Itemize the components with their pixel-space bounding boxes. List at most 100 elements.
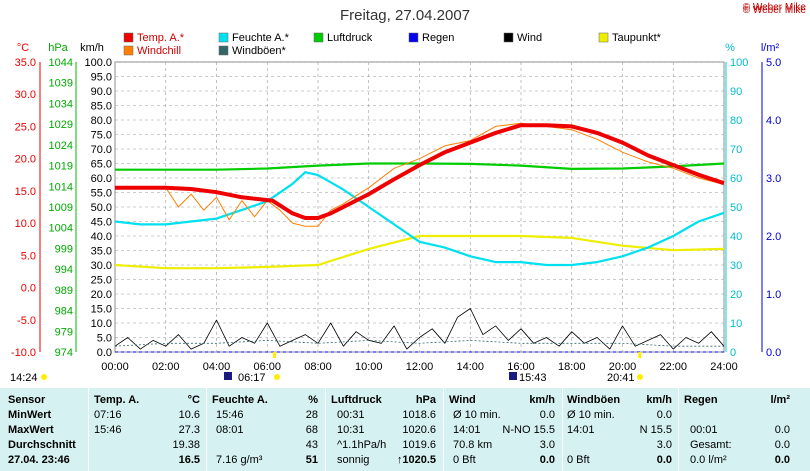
row-label: MinWert [8, 409, 52, 421]
wind-axis-header: km/h [80, 42, 104, 54]
wind-tick: 50.0 [91, 202, 112, 214]
sunrise-time: 06:17 [238, 372, 266, 384]
table-cell: 68 [305, 424, 318, 436]
rain-tick: 3.0 [766, 173, 781, 185]
wind-tick: 5.0 [97, 333, 112, 345]
wind-tick: 55.0 [91, 188, 112, 200]
table-cell: N-NO 15.5 [502, 424, 555, 436]
wind-tick: 60.0 [91, 173, 112, 185]
hum-tick: 50 [730, 202, 742, 214]
legend-label: Taupunkt* [612, 32, 662, 44]
wind-tick: 80.0 [91, 115, 112, 127]
table-cell: 0 Bft [453, 454, 476, 466]
table-header: Temp. A. [94, 394, 140, 406]
series-wind [114, 308, 725, 350]
legend-label: Temp. A.* [137, 32, 185, 44]
table-cell: 15:46 [94, 424, 122, 436]
sun-dot [274, 374, 280, 380]
temp-tick: -5.0 [17, 315, 36, 327]
copyright-text: © Weber Mike [743, 5, 807, 16]
x-tick: 04:00 [203, 361, 231, 373]
table-cell: 08:01 [216, 424, 244, 436]
x-tick: 16:00 [507, 361, 535, 373]
legend-swatch [218, 32, 229, 43]
sunset-time: 20:41 [607, 372, 635, 384]
temp-tick: 20.0 [15, 154, 36, 166]
table-cell: 51 [305, 454, 318, 466]
copyright: © Weber Mike [742, 2, 806, 13]
press-tick: 974 [55, 347, 73, 359]
hum-tick: 20 [730, 289, 742, 301]
table-header: Feuchte A. [212, 394, 268, 406]
temp-tick: 25.0 [15, 121, 36, 133]
legend-label: Feuchte A.* [232, 32, 290, 44]
legend-label: Regen [422, 32, 454, 44]
table-cell: 0.0 [774, 424, 790, 436]
column-divider [678, 388, 679, 471]
legend-swatch [313, 32, 324, 43]
table-cell: 43 [305, 439, 318, 451]
series-tempa [115, 123, 725, 220]
legend-swatch [123, 45, 134, 56]
series-windchill [115, 122, 725, 227]
table-cell: 00:01 [690, 424, 718, 436]
temp-axis-header: °C [17, 42, 29, 54]
press-tick: 1014 [49, 181, 73, 193]
sun-dot [41, 374, 47, 380]
column-divider [88, 388, 89, 471]
x-tick: 10:00 [355, 361, 383, 373]
legend-label: Windchill [137, 45, 181, 57]
sun-dot [637, 374, 643, 380]
legend-swatch [218, 45, 229, 56]
table-cell: 0.0 [656, 409, 672, 421]
wind-tick: 95.0 [91, 72, 112, 84]
table-cell: 0.0 l/m² [690, 454, 727, 466]
table-cell: 0 Bft [567, 454, 590, 466]
press-tick: 1019 [49, 161, 73, 173]
rain-axis-header: l/m² [761, 42, 780, 54]
hum-tick: 80 [730, 115, 742, 127]
column-divider [325, 388, 326, 471]
rain-tick: 2.0 [766, 231, 781, 243]
hum-tick: 40 [730, 231, 742, 243]
legend-label: Wind [517, 32, 542, 44]
table-header: hPa [415, 394, 436, 406]
rain-tick: 4.0 [766, 115, 781, 127]
x-tick: 08:00 [304, 361, 332, 373]
weather-chart: Freitag, 27.04.2007 © Weber Mike Temp. A.*… [10, 5, 807, 384]
legend-label: Luftdruck [327, 32, 373, 44]
table-cell: Ø 10 min. [453, 409, 501, 421]
x-tick: 06:00 [253, 361, 281, 373]
stats-table: Sensor Temp. A. °C Feuchte A.% Luftdruck hPa W… [0, 388, 810, 471]
table-cell: 0.0 [774, 454, 790, 466]
table-header: Sensor [8, 394, 46, 406]
rain-tick: 0.0 [766, 347, 781, 359]
table-cell: 27.3 [178, 424, 200, 436]
column-divider [206, 388, 207, 471]
wind-tick: 40.0 [91, 231, 112, 243]
temp-tick: 35.0 [15, 57, 36, 69]
x-tick: 00:00 [101, 361, 129, 373]
x-tick: 02:00 [152, 361, 180, 373]
legend-swatch [503, 32, 514, 43]
table-cell: N 15.5 [639, 424, 672, 436]
table-cell: 0.0 [539, 409, 555, 421]
temp-tick: 15.0 [15, 186, 36, 198]
hum-tick: 10 [730, 318, 742, 330]
table-cell: 1018.6 [402, 409, 436, 421]
time-marker-left: 14:24 [10, 372, 38, 384]
press-tick: 1009 [49, 202, 73, 214]
table-header: Luftdruck [331, 394, 382, 406]
temp-tick: 0.0 [21, 283, 36, 295]
table-cell: 15:46 [216, 409, 244, 421]
wind-tick: 85.0 [91, 101, 112, 113]
table-cell: ^1.1hPa/h [337, 439, 387, 451]
sunrise-icon [224, 372, 232, 380]
table-cell: 1019.6 [402, 439, 436, 451]
legend-swatch [598, 32, 609, 43]
wind-tick: 15.0 [91, 304, 112, 316]
wind-tick: 30.0 [91, 260, 112, 272]
hum-tick: 90 [730, 86, 742, 98]
table-cell: 70.8 km [453, 439, 493, 451]
hum-tick: 100 [730, 57, 748, 69]
